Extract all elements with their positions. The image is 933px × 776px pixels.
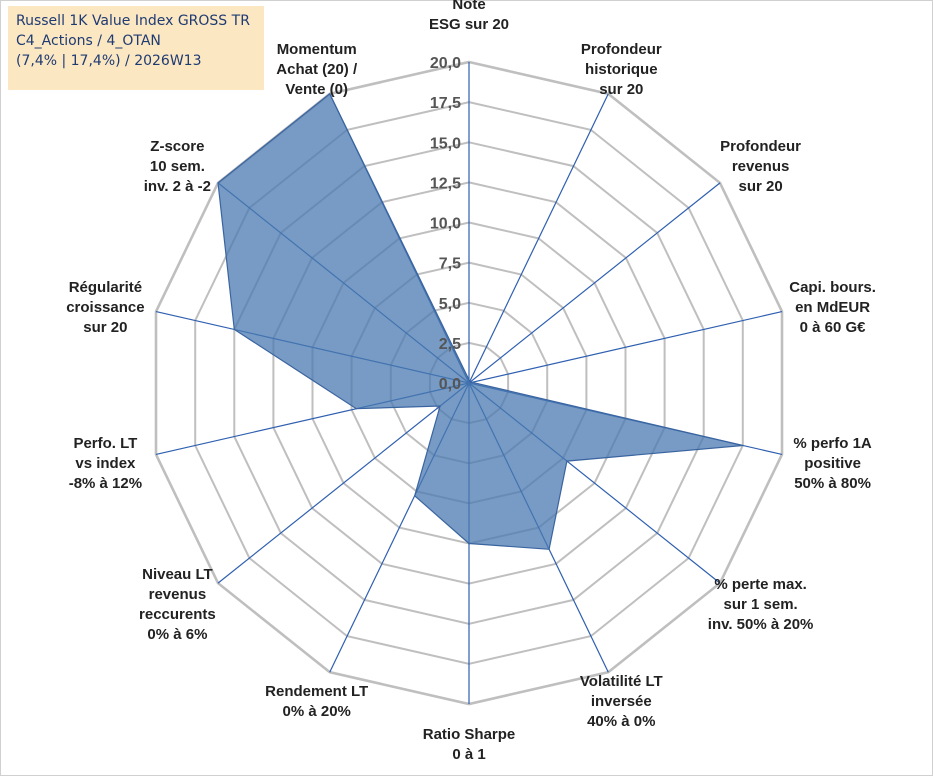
axis-label-line: Z-score [150,138,204,155]
axis-label-line: 50% à 80% [794,475,871,492]
axis-label-line: reccurents [139,606,216,623]
axis-label-line: Perfo. LT [73,435,137,452]
axis-label-line: revenus [732,158,790,175]
axis-label-line: 10 sem. [150,158,205,175]
axis-label-line: Niveau LT [142,566,213,583]
axis-label-line: croissance [66,299,144,316]
axis-label-line: vs index [75,455,136,472]
axis-label-line: % perfo 1A [793,435,872,452]
axis-label: Rendement LT 0% à 20% [265,683,368,720]
axis-label-line: Momentum [277,41,357,58]
axis-label-line: 40% à 0% [587,713,655,730]
axis-label-line: Vente (0) [285,81,348,98]
axis-label: Profondeur historique sur 20 [581,41,662,98]
axis-label-line: -8% à 12% [69,475,142,492]
axis-label-line: 0 à 60 G€ [800,319,867,336]
info-period: (7,4% | 17,4%) / 2026W13 [16,53,202,69]
series-layer [217,92,743,550]
axis-label-line: sur 20 [599,81,643,98]
info-title: Russell 1K Value Index GROSS TR [16,13,250,29]
axis-label: Volatilité LT inversée 40% à 0% [580,673,663,730]
axis-label: Ratio Sharpe 0 à 1 [423,726,516,763]
axis-label-line: Profondeur [581,41,662,58]
axis-label-line: Achat (20) / [276,61,358,78]
tick-label-layer: 0,0 2,5 5,0 7,5 10,0 12,5 15,0 17,5 20,0 [430,55,461,393]
axis-label-line: Profondeur [720,138,801,155]
radial-tick-label: 7,5 [439,256,461,273]
axis-label: Profondeur revenus sur 20 [720,138,801,195]
axis-label: Momentum Achat (20) / Vente (0) [276,41,358,98]
axis-label: Z-score 10 sem. inv. 2 à -2 [144,138,211,195]
axis-label-line: en MdEUR [795,299,870,316]
axis-label-line: sur 1 sem. [723,596,797,613]
axis-label-line: inv. 2 à -2 [144,178,211,195]
axis-label: Régularité croissance sur 20 [66,279,144,336]
axis-label-line: 0 à 1 [452,746,485,763]
axis-label-layer: Note ESG sur 20 Profondeur historique sur 20… [66,0,876,763]
axis-spoke [468,93,609,384]
axis-label: % perte max. sur 1 sem. inv. 50% à 20% [708,576,814,633]
info-category: C4_Actions / 4_OTAN [16,33,161,49]
axis-label: Capi. bours. en MdEUR 0 à 60 G€ [789,279,876,336]
axis-label: Niveau LT revenus reccurents 0% à 6% [139,566,216,643]
radial-tick-label: 20,0 [430,55,461,72]
radial-tick-label: 15,0 [430,135,461,152]
axis-label-line: Capi. bours. [789,279,876,296]
info-box: Russell 1K Value Index GROSS TR C4_Actio… [8,6,264,90]
axis-label-line: ESG sur 20 [429,16,509,33]
radial-tick-label: 10,0 [430,216,461,233]
radial-tick-label: 0,0 [439,376,461,393]
axis-label-line: inv. 50% à 20% [708,616,814,633]
axis-spoke [468,311,783,384]
radial-tick-label: 5,0 [439,296,461,313]
axis-label-line: historique [585,61,658,78]
axis-label-line: sur 20 [83,319,127,336]
axis-label-line: positive [804,455,861,472]
axis-label: Note ESG sur 20 [429,0,509,33]
axis-label: % perfo 1A positive 50% à 80% [793,435,872,492]
axis-label-line: revenus [149,586,207,603]
axis-label-line: Ratio Sharpe [423,726,516,743]
radial-tick-label: 12,5 [430,175,461,192]
axis-spoke [468,182,721,384]
axis-label-line: Rendement LT [265,683,368,700]
axis-label-line: sur 20 [738,178,782,195]
axis-label-line: Régularité [69,279,142,296]
axis-label-line: 0% à 20% [283,703,351,720]
axis-spoke [217,382,470,584]
series-area [217,92,743,550]
axis-label-line: 0% à 6% [147,626,207,643]
axis-label: Perfo. LT vs index -8% à 12% [69,435,142,492]
radial-tick-label: 2,5 [439,336,461,353]
axis-label-line: % perte max. [714,576,807,593]
axis-label-line: Note [452,0,485,13]
axis-label-line: Volatilité LT [580,673,663,690]
axis-label-line: inversée [591,693,652,710]
radial-tick-label: 17,5 [430,95,461,112]
